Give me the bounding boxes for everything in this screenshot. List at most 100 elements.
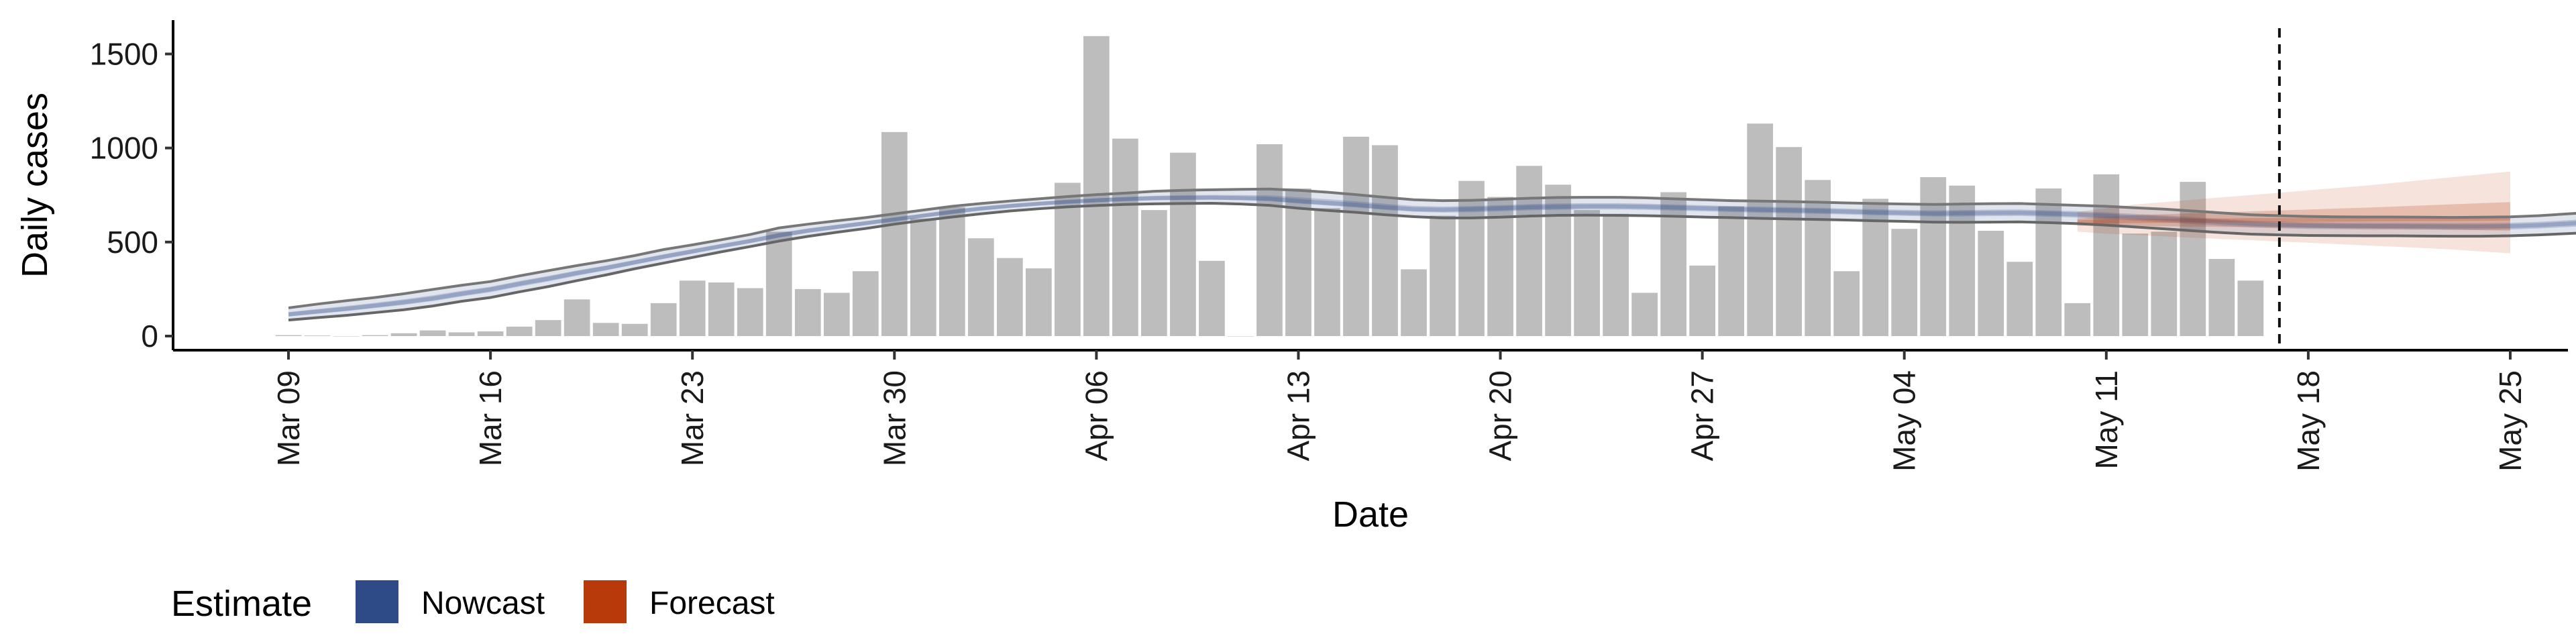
x-tick-label: May 25 — [2493, 370, 2528, 472]
x-tick-label: May 11 — [2089, 370, 2124, 469]
bar — [1978, 230, 2004, 336]
bar — [1170, 152, 1196, 336]
bar — [275, 335, 302, 336]
bar — [1285, 188, 1311, 336]
x-tick-label: Apr 20 — [1483, 370, 1518, 462]
bar — [708, 282, 735, 336]
x-axis-title: Date — [1332, 494, 1409, 535]
legend-swatch — [584, 580, 627, 623]
bar — [1805, 180, 1831, 336]
nowcast-upper-line — [288, 187, 2576, 309]
bar — [852, 271, 879, 336]
bar — [477, 331, 504, 336]
bar — [765, 231, 792, 336]
legend: Estimate Nowcast Forecast — [171, 580, 775, 624]
bar — [564, 299, 590, 336]
bar — [910, 218, 936, 336]
bar — [823, 292, 850, 336]
bar — [2237, 280, 2264, 336]
bar — [1776, 147, 1803, 336]
bar — [881, 131, 908, 336]
bar — [996, 258, 1023, 336]
bar — [2035, 188, 2062, 336]
legend-swatch — [356, 580, 398, 623]
bar — [1718, 206, 1745, 336]
bar — [967, 238, 994, 336]
legend-label: Nowcast — [421, 586, 545, 621]
bar — [535, 320, 561, 336]
bar — [2208, 259, 2235, 336]
bar — [1574, 210, 1600, 336]
bar — [304, 335, 331, 336]
bar — [650, 303, 677, 336]
bar — [794, 288, 821, 336]
y-tick-label: 1000 — [90, 131, 158, 166]
bar — [737, 288, 763, 336]
bar — [1026, 268, 1052, 336]
legend-label: Forecast — [649, 586, 775, 621]
bar — [1516, 166, 1542, 336]
bar — [506, 326, 533, 336]
bar — [2006, 262, 2033, 336]
bar — [621, 323, 648, 336]
bar — [1343, 136, 1369, 336]
bar — [2122, 233, 2149, 336]
nowcast-inner-band — [288, 195, 2576, 317]
bar — [1833, 271, 1860, 336]
forecast-outer-band — [2077, 171, 2510, 254]
bar — [1747, 123, 1774, 336]
nowcast-lower-line — [288, 202, 2576, 322]
bar — [2093, 174, 2120, 336]
bar — [333, 335, 360, 337]
bar — [2180, 182, 2206, 336]
x-tick-label: May 04 — [1887, 370, 1922, 472]
x-tick-label: Mar 23 — [675, 370, 710, 466]
estimate-lines-layer — [288, 187, 2576, 322]
bar — [1083, 36, 1110, 336]
y-axis-title: Daily cases — [15, 93, 55, 278]
bar — [419, 330, 446, 336]
axes-layer: 0 500 1000 1500 Mar 09 Mar 16 Mar 23 Mar 30 Apr … — [90, 20, 2568, 472]
x-tick-label: Mar 16 — [473, 370, 508, 466]
bar — [2151, 231, 2178, 336]
bar — [1112, 138, 1138, 336]
bar — [1401, 269, 1427, 336]
bar — [2064, 303, 2091, 336]
x-tick-label: Mar 09 — [271, 370, 306, 466]
y-tick-label: 0 — [141, 319, 158, 354]
x-tick-label: Mar 30 — [877, 370, 912, 466]
bar — [1141, 210, 1167, 336]
bar — [938, 207, 965, 336]
bar — [1487, 197, 1513, 336]
bar — [1545, 184, 1571, 336]
bar — [1458, 180, 1485, 336]
bar — [1949, 185, 1976, 336]
bar — [362, 335, 388, 336]
bar — [1256, 144, 1283, 336]
bar — [1430, 215, 1456, 336]
bar — [1372, 145, 1398, 336]
bar — [1891, 229, 1918, 336]
x-tick-label: May 18 — [2291, 370, 2326, 472]
bar — [1631, 292, 1658, 336]
bars-layer — [275, 36, 2264, 337]
bar — [1920, 177, 1947, 336]
bar — [679, 280, 706, 336]
bar — [1228, 335, 1254, 337]
nowcast-median-line — [288, 195, 2576, 317]
bar — [592, 323, 619, 336]
y-tick-label: 1500 — [90, 36, 158, 71]
bar — [1199, 260, 1225, 336]
x-tick-label: Apr 27 — [1685, 370, 1720, 462]
forecast-median-line — [2077, 216, 2510, 225]
bar — [390, 333, 417, 336]
y-tick-label: 500 — [107, 225, 158, 260]
legend-title: Estimate — [171, 584, 312, 624]
bar — [1314, 208, 1340, 336]
bar — [448, 332, 475, 336]
x-tick-label: Apr 13 — [1281, 370, 1316, 462]
x-tick-label: Apr 06 — [1079, 370, 1114, 462]
bar — [1689, 265, 1715, 336]
bar — [1603, 213, 1629, 336]
